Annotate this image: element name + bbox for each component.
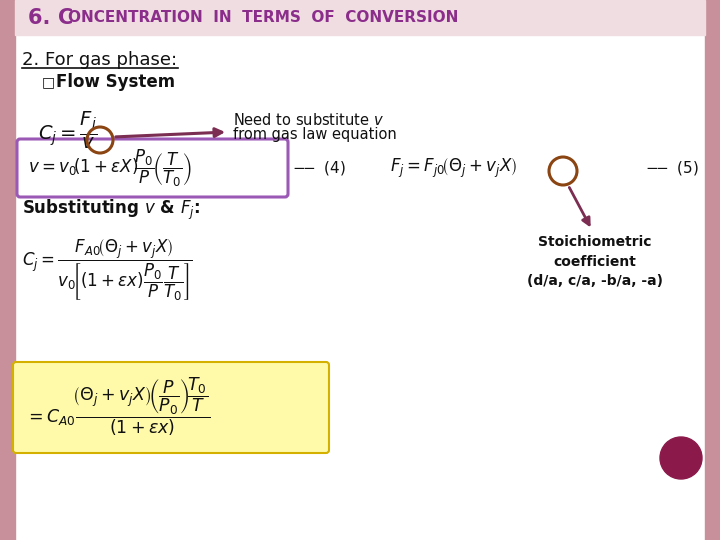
Bar — [0, 0, 15, 540]
Text: □: □ — [42, 75, 55, 89]
Text: $C_j = \dfrac{F_{A0}\!\left(\Theta_j + v_j X\right)}{v_0\!\left[\left(1+\varepsi: $C_j = \dfrac{F_{A0}\!\left(\Theta_j + v… — [22, 238, 193, 302]
Text: Flow System: Flow System — [56, 73, 175, 91]
Text: from gas law equation: from gas law equation — [233, 126, 397, 141]
Text: 2. For gas phase:: 2. For gas phase: — [22, 51, 177, 69]
Text: Stoichiometric
coefficient
(d/a, c/a, -b/a, -a): Stoichiometric coefficient (d/a, c/a, -b… — [527, 235, 663, 288]
Text: 6.: 6. — [28, 8, 58, 28]
Text: $F_j = F_{j0}\!\left(\Theta_j + v_j X\right)$: $F_j = F_{j0}\!\left(\Theta_j + v_j X\ri… — [390, 157, 518, 180]
Text: Need to substitute $v$: Need to substitute $v$ — [233, 112, 384, 128]
Bar — [15, 0, 705, 35]
Text: $-\!\!-$ (5): $-\!\!-$ (5) — [645, 159, 698, 177]
Text: $-\!\!-$ (4): $-\!\!-$ (4) — [292, 159, 346, 177]
Text: $v = v_0\!\left(1+\varepsilon X\right)\!\dfrac{P_0}{P}\!\left(\dfrac{T}{T_0}\rig: $v = v_0\!\left(1+\varepsilon X\right)\!… — [28, 147, 192, 188]
Bar — [705, 0, 720, 540]
FancyBboxPatch shape — [13, 362, 329, 453]
Text: ONCENTRATION  IN  TERMS  OF  CONVERSION: ONCENTRATION IN TERMS OF CONVERSION — [68, 10, 459, 25]
Text: Substituting $v$ & $F_j$:: Substituting $v$ & $F_j$: — [22, 198, 200, 222]
FancyBboxPatch shape — [17, 139, 288, 197]
Circle shape — [660, 437, 702, 479]
Text: $= C_{A0}\dfrac{\!\left(\Theta_j + v_j X\right)\!\left(\dfrac{P}{P_0}\right)\!\d: $= C_{A0}\dfrac{\!\left(\Theta_j + v_j X… — [25, 376, 210, 438]
Text: $C_j = \dfrac{F_j}{v}$: $C_j = \dfrac{F_j}{v}$ — [38, 110, 97, 151]
Text: C: C — [58, 8, 73, 28]
